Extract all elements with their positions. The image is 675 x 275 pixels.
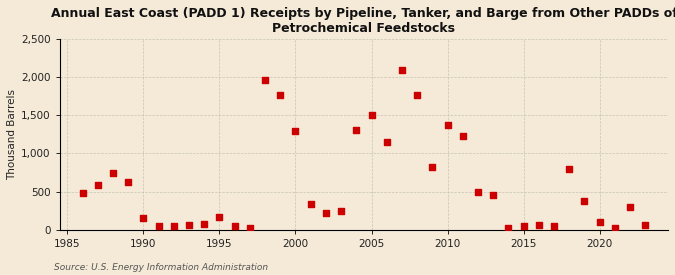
Point: [533, 223, 544, 227]
Point: [351, 128, 362, 132]
Point: [260, 78, 271, 82]
Point: [549, 223, 560, 228]
Point: [138, 216, 148, 221]
Point: [610, 226, 620, 230]
Point: [214, 214, 225, 219]
Point: [472, 189, 483, 194]
Point: [77, 191, 88, 195]
Point: [594, 219, 605, 224]
Point: [123, 180, 134, 185]
Point: [640, 223, 651, 227]
Point: [321, 211, 331, 216]
Text: Source: U.S. Energy Information Administration: Source: U.S. Energy Information Administ…: [54, 263, 268, 272]
Point: [488, 193, 499, 197]
Point: [624, 205, 635, 210]
Point: [92, 183, 103, 188]
Point: [153, 224, 164, 228]
Y-axis label: Thousand Barrels: Thousand Barrels: [7, 89, 17, 180]
Point: [366, 113, 377, 117]
Point: [458, 134, 468, 138]
Title: Annual East Coast (PADD 1) Receipts by Pipeline, Tanker, and Barge from Other PA: Annual East Coast (PADD 1) Receipts by P…: [51, 7, 675, 35]
Point: [579, 199, 590, 203]
Point: [412, 93, 423, 98]
Point: [199, 221, 210, 226]
Point: [305, 202, 316, 206]
Point: [275, 93, 286, 98]
Point: [184, 223, 194, 227]
Point: [564, 166, 574, 171]
Point: [396, 68, 407, 72]
Point: [442, 123, 453, 127]
Point: [427, 165, 438, 169]
Point: [381, 140, 392, 144]
Point: [107, 170, 118, 175]
Point: [290, 129, 301, 133]
Point: [244, 226, 255, 230]
Point: [518, 223, 529, 228]
Point: [335, 208, 346, 213]
Point: [503, 226, 514, 230]
Point: [230, 224, 240, 228]
Point: [169, 223, 180, 228]
